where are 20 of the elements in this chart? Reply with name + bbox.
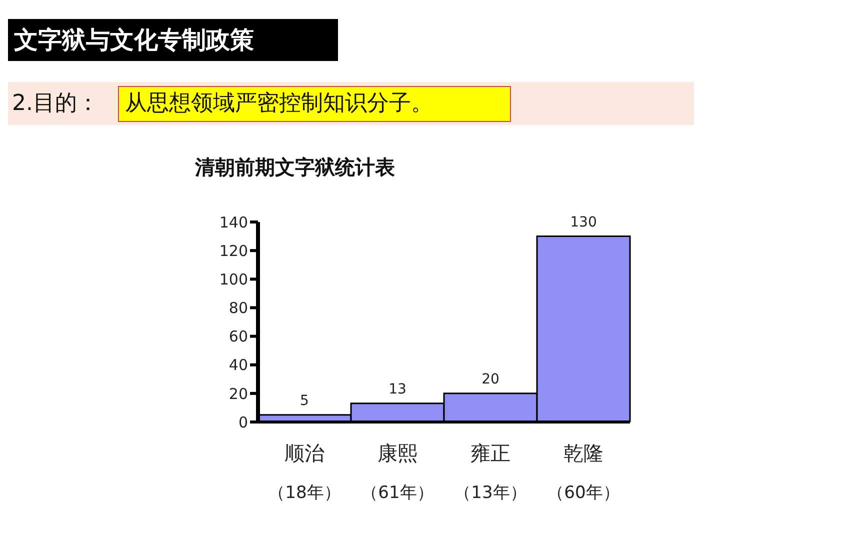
x-tick-label: 乾隆（60年） bbox=[547, 441, 620, 503]
y-tick-label: 100 bbox=[219, 270, 248, 288]
y-tick-label: 20 bbox=[228, 384, 248, 403]
data-label: 13 bbox=[388, 381, 406, 398]
y-tick-label: 60 bbox=[228, 328, 248, 346]
y-tick-label: 40 bbox=[228, 356, 248, 374]
y-tick-label: 0 bbox=[238, 413, 248, 432]
y-tick-label: 140 bbox=[219, 213, 248, 232]
text: 文字狱与文化专制政策 bbox=[8, 19, 338, 61]
data-label: 130 bbox=[570, 214, 597, 230]
chart-title: 清朝前期文字狱统计表 bbox=[195, 154, 395, 181]
data-label: 20 bbox=[482, 371, 500, 388]
text: 从思想领域严密控制知识分子。 bbox=[118, 86, 511, 122]
x-tick-label: 康熙（61年） bbox=[361, 441, 434, 503]
y-tick-label: 80 bbox=[228, 299, 248, 318]
x-tick-label: 顺治（18年） bbox=[268, 441, 341, 503]
y-tick-label: 120 bbox=[219, 242, 248, 260]
x-tick-label: 雍正（13年） bbox=[454, 441, 527, 503]
text: 2.目的： bbox=[12, 90, 99, 118]
data-label: 5 bbox=[300, 392, 309, 409]
